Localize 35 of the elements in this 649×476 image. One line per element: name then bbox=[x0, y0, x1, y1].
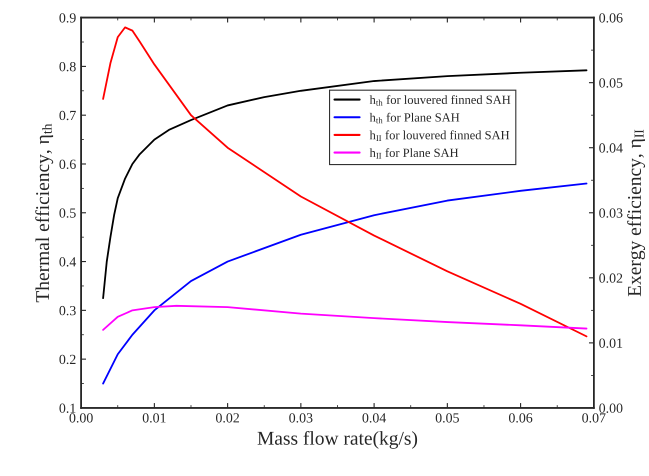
y2-tick-label: 0.00 bbox=[599, 404, 622, 413]
x-axis-title: Mass flow rate(kg/s) bbox=[258, 430, 418, 449]
y-tick-label: 0.2 bbox=[59, 354, 76, 364]
x-tick-label: 0.04 bbox=[362, 413, 386, 423]
y2-tick-label: 0.05 bbox=[599, 78, 622, 88]
line-series bbox=[102, 26, 588, 338]
line-series bbox=[102, 304, 588, 331]
y-tick-label: 0.6 bbox=[59, 160, 76, 169]
line-series bbox=[102, 69, 588, 300]
y-tick-label: 0.7 bbox=[59, 110, 76, 120]
legend-label: h$_{II}$ for Plane SAH bbox=[370, 148, 458, 159]
y2-tick-label: 0.02 bbox=[599, 273, 622, 283]
y2-axis-title: Exergy efficiency, η$_{II}$ bbox=[627, 130, 646, 296]
y-tick-label: 0.1 bbox=[59, 404, 76, 413]
line-series bbox=[102, 182, 588, 384]
x-tick-label: 0.03 bbox=[289, 413, 312, 423]
x-tick-label: 0.02 bbox=[216, 413, 239, 423]
y-tick-label: 0.9 bbox=[59, 13, 76, 23]
x-tick-label: 0.06 bbox=[508, 413, 532, 423]
y2-tick-label: 0.01 bbox=[599, 338, 622, 348]
x-tick-label: 0.00 bbox=[70, 413, 93, 423]
legend-label: h$_{th}$ for Plane SAH bbox=[370, 112, 460, 124]
x-tick-label: 0.05 bbox=[436, 413, 459, 423]
y-tick-label: 0.3 bbox=[59, 306, 76, 316]
y-axis-title: Thermal efficiency, η$_{th}$ bbox=[35, 124, 54, 302]
x-tick-label: 0.01 bbox=[142, 413, 166, 423]
y-tick-label: 0.4 bbox=[59, 257, 76, 267]
x-tick-label: 0.07 bbox=[582, 413, 606, 423]
y-tick-label: 0.5 bbox=[59, 208, 76, 218]
y-tick-label: 0.8 bbox=[59, 62, 76, 72]
y2-tick-label: 0.06 bbox=[599, 13, 623, 23]
y2-tick-label: 0.04 bbox=[599, 143, 623, 153]
legend-label: h$_{II}$ for louvered finned SAH bbox=[370, 130, 510, 141]
legend-label: h$_{th}$ for louvered finned SAH bbox=[370, 95, 510, 106]
y2-tick-label: 0.03 bbox=[599, 208, 622, 218]
